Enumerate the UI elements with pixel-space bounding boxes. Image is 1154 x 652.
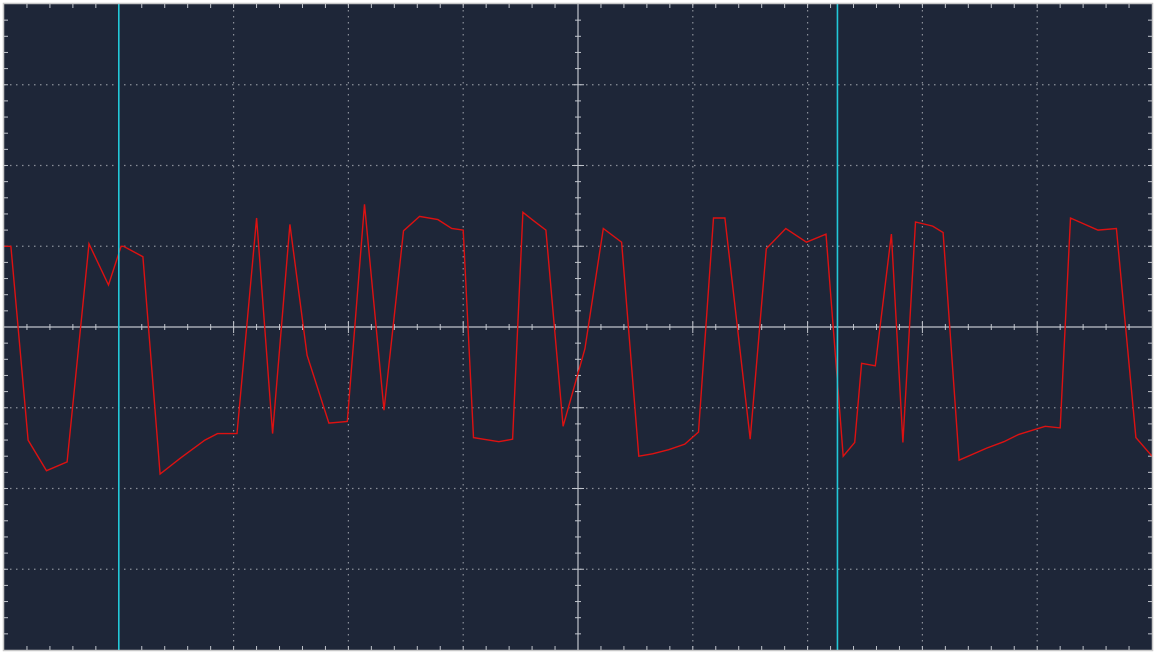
trace-layer [4,204,1153,476]
axis-tick-marks [4,4,1152,650]
signal-trace [4,204,1153,476]
cursor-layer [118,4,839,650]
